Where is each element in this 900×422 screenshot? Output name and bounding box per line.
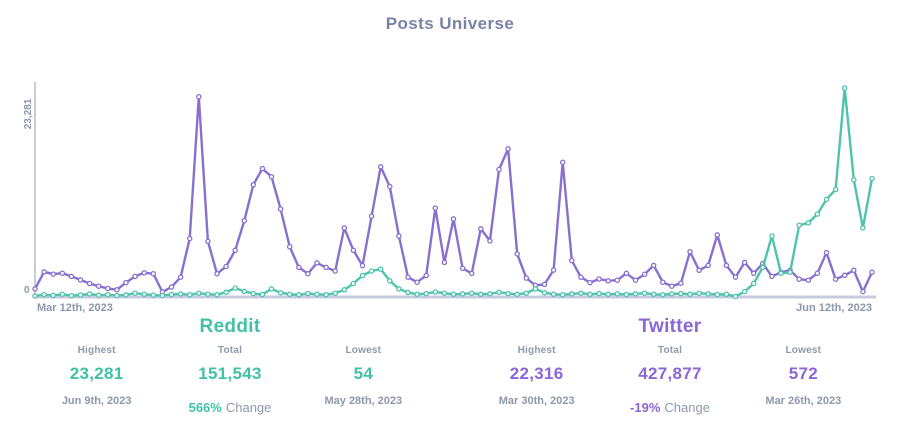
stat-label: Lowest	[345, 345, 382, 356]
stat-label: Lowest	[785, 345, 822, 356]
stat-date: Mar 30th, 2023	[498, 395, 575, 407]
stat-change: -19% Change	[603, 400, 736, 415]
twitter-stats-group: Twitter Highest 22,316 Mar 30th, 2023 To…	[470, 316, 870, 415]
stat-value: 54	[353, 364, 374, 383]
change-percent: 566%	[188, 400, 222, 415]
twitter-lowest-stat: Lowest 572 Mar 26th, 2023	[737, 345, 870, 415]
stat-value: 151,543	[198, 364, 262, 383]
change-label: Change	[664, 400, 710, 415]
reddit-lowest-stat: Lowest 54 May 28th, 2023	[297, 345, 430, 415]
y-axis-zero-tick: 0	[24, 285, 30, 296]
reddit-stats-group: Reddit Highest 23,281 Jun 9th, 2023 Tota…	[30, 316, 430, 415]
x-axis-end-tick: Jun 12th, 2023	[796, 302, 872, 314]
stat-value: 427,877	[638, 364, 702, 383]
stat-label: Total	[657, 345, 683, 356]
change-label: Change	[225, 400, 272, 415]
stat-label: Total	[217, 345, 243, 356]
stat-date: May 28th, 2023	[324, 395, 403, 407]
chart-title: Posts Universe	[385, 14, 515, 33]
reddit-highest-stat: Highest 23,281 Jun 9th, 2023	[30, 345, 163, 415]
x-axis-start-tick: Mar 12th, 2023	[37, 302, 113, 314]
y-axis-max-tick: 23,281	[23, 98, 34, 130]
stat-value: 23,281	[69, 364, 124, 383]
reddit-total-stat: Total 151,543 566% Change	[163, 345, 296, 415]
stat-label: Highest	[517, 345, 556, 356]
stat-date: Jun 9th, 2023	[61, 395, 132, 407]
stat-value: 572	[788, 364, 818, 383]
stat-date: Mar 26th, 2023	[765, 395, 842, 407]
change-percent: -19%	[630, 400, 661, 415]
twitter-series-title: Twitter	[638, 316, 702, 337]
stats-row: Reddit Highest 23,281 Jun 9th, 2023 Tota…	[30, 316, 870, 415]
twitter-total-stat: Total 427,877 -19% Change	[603, 345, 736, 415]
stat-label: Highest	[77, 345, 116, 356]
stat-change: 566% Change	[163, 400, 296, 415]
stat-value: 22,316	[509, 364, 564, 383]
twitter-highest-stat: Highest 22,316 Mar 30th, 2023	[470, 345, 603, 415]
reddit-series-title: Reddit	[199, 316, 261, 337]
